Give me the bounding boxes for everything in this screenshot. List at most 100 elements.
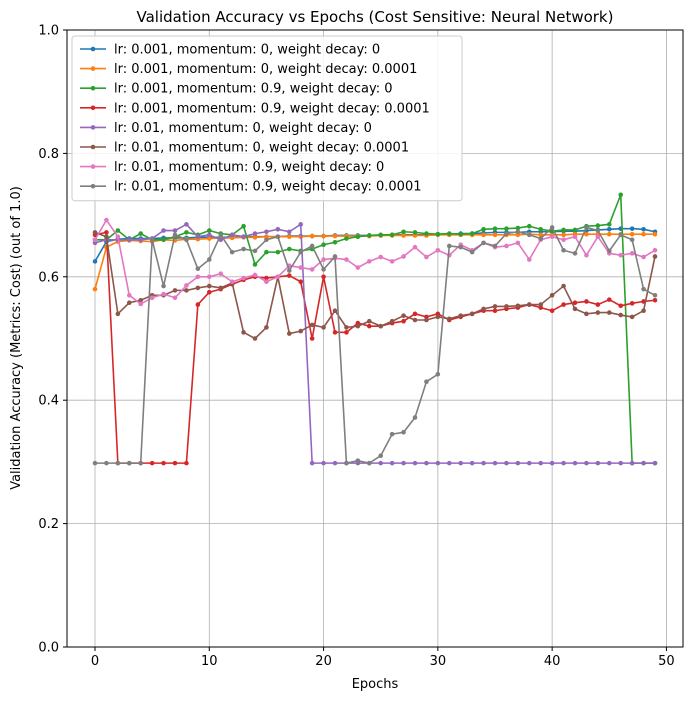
data-point — [172, 460, 178, 466]
data-point — [206, 228, 212, 233]
data-point — [184, 222, 189, 227]
data-point — [218, 285, 224, 291]
legend-label: lr: 0.01, momentum: 0.9, weight decay: 0 — [114, 160, 384, 175]
data-point — [469, 249, 475, 255]
data-point — [126, 460, 132, 466]
x-tick-label: 20 — [315, 654, 332, 669]
data-point — [206, 274, 212, 280]
data-point — [435, 371, 441, 377]
y-tick-label: 0.2 — [38, 517, 59, 532]
data-point — [629, 231, 635, 237]
legend-label: lr: 0.001, momentum: 0, weight decay: 0 — [114, 43, 380, 58]
data-point — [389, 259, 395, 264]
data-point — [595, 223, 601, 228]
data-point — [641, 460, 646, 466]
data-point — [241, 330, 246, 335]
data-point — [138, 460, 144, 466]
data-point — [298, 249, 304, 255]
data-point — [195, 234, 201, 239]
legend-item: lr: 0.01, momentum: 0, weight decay: 0 — [80, 121, 372, 136]
data-point — [218, 232, 224, 238]
y-tick-label: 1.0 — [38, 24, 59, 39]
data-point — [469, 460, 475, 466]
data-point — [126, 237, 132, 243]
data-point — [641, 231, 646, 237]
legend-item: lr: 0.001, momentum: 0.9, weight decay: … — [80, 82, 393, 97]
data-point — [172, 295, 178, 301]
data-point — [618, 460, 624, 466]
data-point — [321, 267, 326, 272]
data-point — [286, 246, 292, 252]
data-point — [481, 240, 486, 246]
data-point — [172, 232, 178, 238]
y-tick-label: 0.8 — [38, 147, 59, 162]
data-point — [424, 317, 429, 323]
data-point — [298, 265, 304, 270]
data-point — [584, 252, 589, 258]
data-point — [401, 318, 406, 324]
data-point — [412, 415, 418, 420]
data-point — [366, 259, 372, 264]
data-point — [584, 225, 589, 230]
data-point — [138, 237, 144, 243]
data-point — [618, 312, 624, 318]
data-point — [389, 431, 395, 437]
data-point — [561, 227, 566, 233]
data-point — [401, 229, 406, 235]
series-8 — [92, 225, 658, 466]
x-tick-label: 10 — [201, 654, 218, 669]
axis-ticks: 0 10 20 30 40 50 0.0 0.2 0.4 0.6 0.8 1.0 — [38, 24, 674, 670]
data-point — [115, 311, 121, 317]
data-point — [355, 458, 361, 463]
data-point — [618, 192, 624, 198]
y-tick-label: 0.6 — [38, 270, 59, 285]
data-point — [424, 254, 429, 260]
data-point — [184, 237, 189, 243]
data-point — [206, 289, 212, 295]
data-point — [286, 331, 292, 336]
data-point — [606, 460, 612, 466]
data-point — [641, 286, 646, 292]
data-point — [412, 317, 418, 323]
data-point — [561, 283, 566, 289]
data-point — [526, 302, 532, 307]
data-point — [286, 268, 292, 273]
data-point — [561, 237, 566, 243]
data-point — [195, 266, 201, 272]
series-6 — [92, 230, 658, 341]
data-point — [321, 233, 326, 239]
data-point — [378, 323, 384, 329]
data-point — [184, 283, 189, 288]
data-point — [595, 228, 601, 233]
data-point — [195, 274, 201, 280]
data-point — [538, 236, 544, 241]
data-point — [241, 234, 246, 239]
data-point — [115, 228, 121, 233]
data-point — [492, 308, 498, 314]
data-point — [526, 257, 532, 262]
data-point — [332, 233, 338, 239]
data-point — [401, 429, 406, 435]
data-point — [138, 231, 144, 236]
data-point — [286, 229, 292, 235]
data-point — [378, 254, 384, 260]
data-point — [195, 302, 201, 307]
data-point — [584, 311, 589, 317]
data-point — [572, 234, 578, 239]
x-tick-label: 0 — [91, 654, 99, 669]
legend-label: lr: 0.001, momentum: 0.9, weight decay: … — [114, 101, 430, 116]
data-point — [595, 302, 601, 307]
data-point — [401, 254, 406, 259]
x-axis-label: Epochs — [352, 677, 399, 692]
data-point — [172, 288, 178, 293]
data-point — [549, 293, 555, 298]
data-point — [332, 239, 338, 245]
data-point — [298, 222, 304, 227]
data-point — [184, 230, 189, 235]
data-point — [126, 300, 132, 306]
y-tick-label: 0.0 — [38, 641, 59, 656]
data-point — [424, 231, 429, 236]
data-point — [652, 460, 658, 466]
plot-frame — [66, 29, 684, 648]
data-point — [629, 460, 635, 466]
